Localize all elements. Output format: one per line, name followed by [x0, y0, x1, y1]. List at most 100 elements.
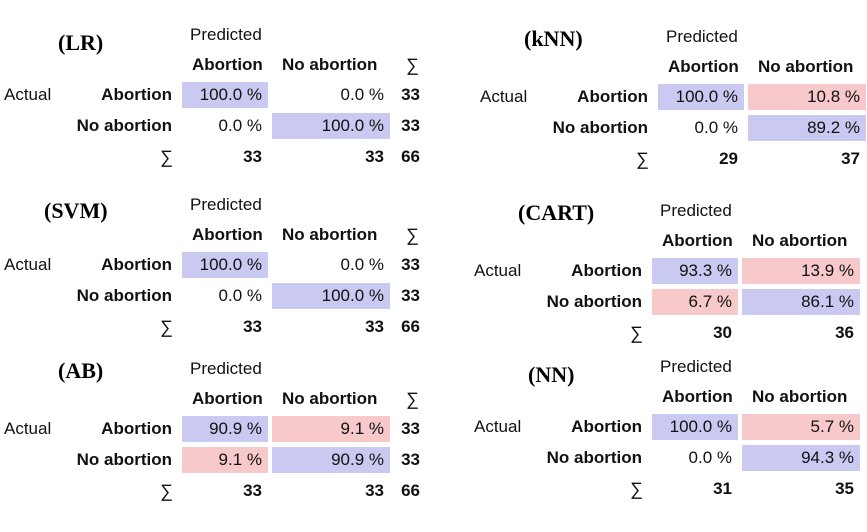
sum-symbol-header: ∑: [406, 225, 419, 245]
grand-total: 66: [401, 147, 420, 166]
row-total: 33: [401, 419, 420, 438]
matrix-cell: 89.2 %: [748, 115, 866, 141]
column-total: 33: [243, 481, 262, 500]
column-total: 37: [841, 149, 860, 168]
confusion-matrix-panel: (AB) Predicted Abortion No abortion ∑ Actual A…: [0, 356, 420, 516]
matrix-cell: 0.0 %: [658, 115, 744, 141]
row-label: No abortion: [76, 286, 172, 305]
confusion-matrix-panel: (SVM) Predicted Abortion No abortion ∑ Actual…: [0, 192, 420, 352]
row-total: 33: [401, 450, 420, 469]
row-total: 33: [401, 116, 420, 135]
predicted-label: Predicted: [190, 195, 262, 214]
sum-symbol-row: ∑: [630, 323, 643, 343]
matrix-cell: 86.1 %: [742, 289, 860, 315]
column-header-abortion: Abortion: [192, 55, 263, 74]
grand-total: 66: [401, 481, 420, 500]
model-title: (LR): [58, 30, 104, 55]
column-header-no-abortion: No abortion: [758, 57, 854, 76]
matrix-cell: 90.9 %: [182, 416, 268, 442]
model-title: (CART): [518, 200, 595, 225]
predicted-label: Predicted: [660, 357, 732, 376]
row-total: 33: [862, 258, 867, 284]
matrix-cell: 94.3 %: [742, 445, 860, 471]
actual-label: Actual: [474, 417, 522, 436]
matrix-cell: 0.0 %: [182, 113, 268, 139]
confusion-matrix-panel: (CART) Predicted Abortion No abortion ∑ Actua…: [470, 198, 867, 358]
column-total: 35: [835, 479, 854, 498]
actual-label: Actual: [4, 85, 52, 104]
row-label: Abortion: [571, 417, 642, 436]
predicted-label: Predicted: [660, 201, 732, 220]
row-label: Abortion: [571, 261, 642, 280]
column-header-no-abortion: No abortion: [752, 231, 848, 250]
matrix-cell: 0.0 %: [182, 283, 268, 309]
column-header-no-abortion: No abortion: [282, 225, 378, 244]
actual-label: Actual: [4, 419, 52, 438]
row-label: No abortion: [552, 118, 648, 137]
row-total: 33: [862, 445, 867, 471]
column-header-no-abortion: No abortion: [282, 55, 378, 74]
matrix-cell: 9.1 %: [182, 447, 268, 473]
row-total: 33: [401, 286, 420, 305]
model-title: (AB): [58, 358, 104, 383]
column-total: 30: [713, 323, 732, 342]
column-header-abortion: Abortion: [668, 57, 739, 76]
column-header-abortion: Abortion: [192, 389, 263, 408]
row-label: Abortion: [101, 85, 172, 104]
sum-symbol-row: ∑: [160, 481, 173, 501]
grand-total: 66: [862, 476, 867, 502]
column-header-abortion: Abortion: [662, 231, 733, 250]
matrix-cell: 90.9 %: [272, 447, 390, 473]
sum-symbol-header: ∑: [406, 55, 419, 75]
matrix-cell: 13.9 %: [742, 258, 860, 284]
matrix-cell: 0.0 %: [652, 445, 738, 471]
column-total: 36: [835, 323, 854, 342]
predicted-label: Predicted: [190, 359, 262, 378]
sum-symbol-row: ∑: [636, 149, 649, 169]
model-title: (kNN): [524, 26, 583, 51]
row-label: No abortion: [546, 292, 642, 311]
actual-label: Actual: [474, 261, 522, 280]
matrix-cell: 9.1 %: [272, 416, 390, 442]
actual-label: Actual: [4, 255, 52, 274]
matrix-cell: 0.0 %: [272, 82, 390, 108]
matrix-cell: 10.8 %: [748, 84, 866, 110]
model-title: (NN): [528, 362, 575, 387]
column-total: 29: [719, 149, 738, 168]
matrix-cell: 93.3 %: [652, 258, 738, 284]
row-label: Abortion: [101, 255, 172, 274]
predicted-label: Predicted: [666, 27, 738, 46]
column-total: 33: [243, 147, 262, 166]
matrix-cell: 100.0 %: [272, 283, 390, 309]
matrix-cell: 100.0 %: [272, 113, 390, 139]
column-header-abortion: Abortion: [192, 225, 263, 244]
row-label: No abortion: [76, 116, 172, 135]
row-total: 33: [401, 85, 420, 104]
column-header-no-abortion: No abortion: [282, 389, 378, 408]
matrix-cell: 0.0 %: [272, 252, 390, 278]
matrix-cell: 100.0 %: [182, 82, 268, 108]
row-total: 33: [862, 289, 867, 315]
matrix-cell: 6.7 %: [652, 289, 738, 315]
row-total: 33: [862, 414, 867, 440]
column-total: 33: [365, 317, 384, 336]
sum-symbol-row: ∑: [160, 317, 173, 337]
matrix-cell: 100.0 %: [652, 414, 738, 440]
predicted-label: Predicted: [190, 25, 262, 44]
column-total: 33: [365, 147, 384, 166]
column-header-abortion: Abortion: [662, 387, 733, 406]
matrix-cell: 100.0 %: [658, 84, 744, 110]
sum-symbol-row: ∑: [160, 147, 173, 167]
column-total: 33: [243, 317, 262, 336]
row-label: Abortion: [101, 419, 172, 438]
column-header-no-abortion: No abortion: [752, 387, 848, 406]
confusion-matrix-panel: (kNN) Predicted Abortion No abortion ∑ Actual…: [476, 24, 867, 184]
model-title: (SVM): [44, 198, 108, 223]
sum-symbol-row: ∑: [630, 479, 643, 499]
row-label: No abortion: [76, 450, 172, 469]
row-label: No abortion: [546, 448, 642, 467]
column-total: 33: [365, 481, 384, 500]
sum-symbol-header: ∑: [406, 389, 419, 409]
confusion-matrix-panel: (NN) Predicted Abortion No abortion ∑ Actual A…: [470, 354, 867, 514]
matrix-cell: 100.0 %: [182, 252, 268, 278]
